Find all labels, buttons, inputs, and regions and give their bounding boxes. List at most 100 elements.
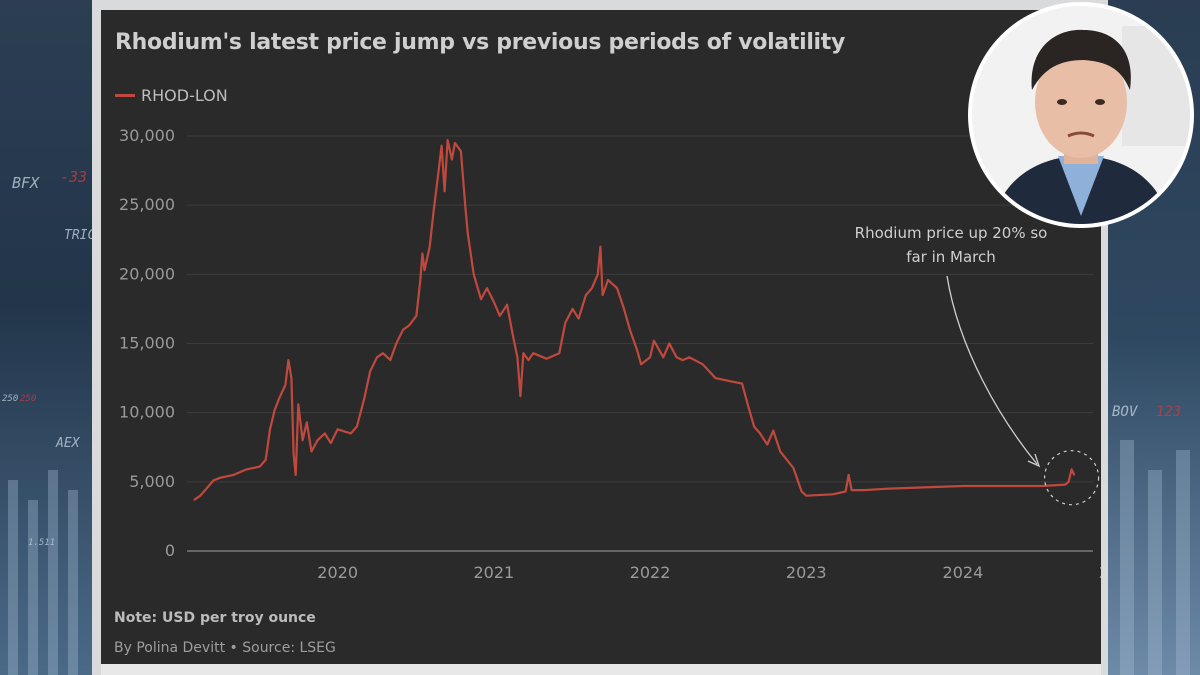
data-point (607, 278, 610, 281)
data-point (1073, 474, 1076, 476)
annotation-arrowhead (1027, 453, 1041, 468)
x-tick-label: 2024 (943, 563, 984, 582)
data-point (382, 352, 384, 355)
legend-label: RHOD-LON (141, 86, 228, 105)
data-point (753, 425, 755, 428)
ticker-text: AEX (56, 436, 80, 451)
data-point (688, 356, 691, 359)
data-point (668, 342, 671, 345)
data-point (480, 298, 482, 301)
data-point (961, 485, 964, 487)
y-tick-label: 5,000 (129, 472, 175, 491)
chart-panel: Rhodium's latest price jump vs previous … (101, 10, 1101, 664)
data-point (395, 342, 398, 345)
data-point (701, 363, 704, 366)
data-point (323, 432, 326, 435)
x-tick-label: 2022 (630, 563, 671, 582)
x-tick-label: 2021 (473, 563, 514, 582)
data-point (727, 379, 730, 382)
data-point (258, 465, 261, 468)
data-point (492, 301, 495, 303)
data-point (831, 493, 834, 496)
data-point (681, 359, 684, 361)
data-point (844, 490, 847, 493)
data-point (376, 356, 378, 359)
background-bar (1120, 440, 1134, 675)
line-chart: 0 5,000 10,000 15,000 20,000 25,000 30,000 2020… (119, 126, 1101, 582)
ticker-text: BFX (12, 174, 40, 192)
annotation-circle (1044, 450, 1100, 506)
y-tick-label: 15,000 (119, 334, 175, 353)
data-point (766, 443, 769, 446)
x-tick-label: 2023 (786, 563, 827, 582)
data-point (245, 468, 248, 471)
data-point (451, 158, 453, 161)
background-bar (48, 470, 58, 675)
data-point (408, 324, 411, 327)
x-tick-label: 2025 (1099, 563, 1101, 582)
data-point (772, 429, 775, 432)
data-point (532, 352, 535, 355)
data-point (923, 486, 925, 489)
data-point (805, 494, 808, 497)
data-point (212, 479, 215, 482)
data-point (290, 377, 293, 379)
ticker-value: 250 (20, 394, 37, 404)
presenter-avatar (972, 6, 1190, 224)
background-bar (1176, 450, 1190, 675)
data-point (294, 474, 297, 476)
data-point (564, 321, 567, 324)
data-point (653, 339, 655, 342)
ticker-text: TRIC (64, 228, 92, 243)
data-point (747, 404, 749, 407)
data-point (599, 245, 602, 248)
data-point (498, 314, 501, 317)
data-point (649, 356, 651, 359)
x-tick-label: 2020 (317, 563, 358, 582)
data-point (714, 377, 717, 379)
data-point (206, 486, 209, 489)
ticker-text: BOV (1112, 404, 1138, 420)
data-point (512, 335, 515, 338)
data-point (527, 359, 530, 361)
ticker-value: 123 (1156, 404, 1182, 420)
y-tick-label: 10,000 (119, 403, 175, 422)
data-point (419, 280, 422, 283)
data-point (310, 450, 313, 453)
data-point (545, 357, 548, 360)
data-point (601, 294, 604, 296)
data-point (616, 287, 619, 290)
data-point (486, 287, 488, 290)
data-point (1067, 480, 1070, 483)
chart-title: Rhodium's latest price jump vs previous … (115, 30, 846, 55)
data-point (402, 328, 405, 331)
annotation-text: far in March (906, 248, 996, 266)
y-tick-label: 20,000 (119, 264, 175, 283)
data-point (193, 498, 196, 501)
ticker-value: -33 (60, 168, 88, 186)
data-point (662, 356, 665, 359)
data-point (454, 142, 456, 144)
data-point (519, 395, 522, 397)
data-point (571, 308, 574, 310)
data-point (464, 204, 467, 207)
data-point (389, 359, 392, 361)
data-point (284, 384, 287, 386)
data-point (1070, 468, 1073, 471)
data-point (847, 474, 850, 476)
data-point (415, 314, 418, 317)
data-point (863, 489, 866, 492)
background-left-tickerboard: BFX -33 TRIC 250 250 AEX 1.511 (0, 0, 92, 675)
data-point (443, 190, 446, 193)
legend: RHOD-LON (115, 86, 228, 105)
data-point (292, 453, 295, 456)
background-bar (68, 490, 78, 675)
data-point (329, 442, 332, 444)
data-point (675, 356, 678, 359)
data-point (558, 352, 561, 355)
data-point (440, 144, 443, 147)
data-point (800, 490, 803, 493)
data-point (369, 370, 372, 373)
data-point (629, 328, 631, 331)
data-point (219, 476, 222, 479)
